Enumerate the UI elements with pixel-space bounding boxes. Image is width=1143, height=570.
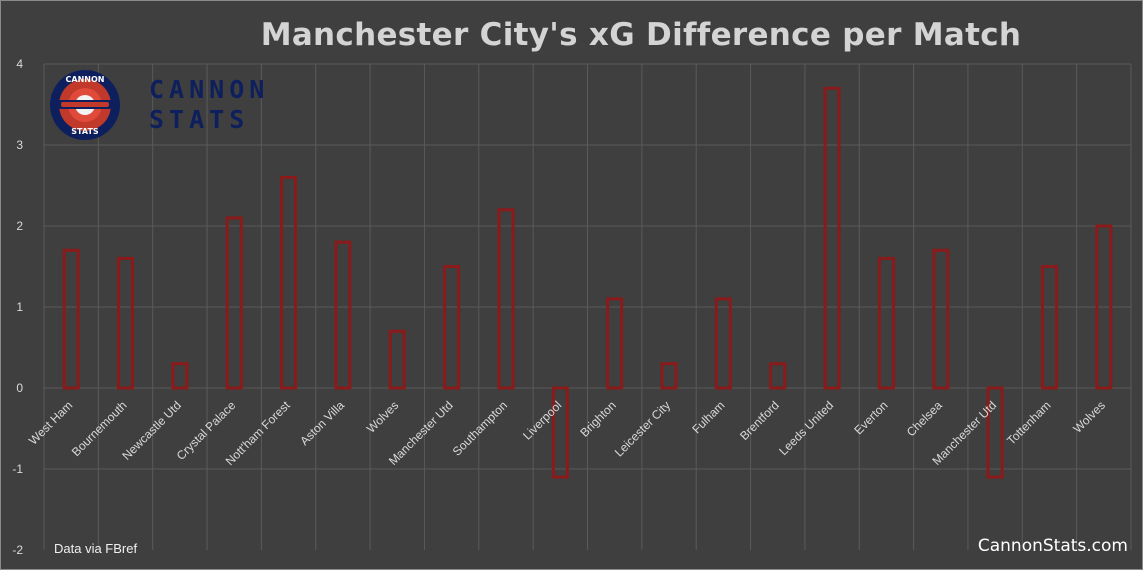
y-tick-label: -2: [12, 543, 23, 557]
x-tick-label: Bournemouth: [69, 398, 130, 459]
bar: [171, 362, 189, 390]
bar: [551, 386, 569, 479]
bar: [660, 362, 678, 390]
cannon-badge-icon: CANNON STATS: [50, 70, 120, 140]
bar: [225, 216, 243, 390]
x-tick-label: Everton: [851, 398, 890, 437]
bar: [823, 86, 841, 390]
x-tick-label: Leicester City: [612, 398, 673, 459]
bar: [714, 297, 732, 390]
source-note: Data via FBref: [54, 541, 138, 556]
svg-text:CANNON: CANNON: [66, 75, 105, 84]
bar: [606, 297, 624, 390]
bar: [443, 265, 461, 390]
bar: [117, 256, 135, 390]
bar: [1095, 224, 1113, 390]
site-credit: CannonStats.com: [977, 536, 1128, 556]
bar: [62, 248, 80, 390]
y-tick-label: 0: [16, 381, 23, 395]
x-tick-label: Tottenham: [1004, 398, 1054, 448]
x-tick-label: Fulham: [689, 398, 727, 436]
x-tick-label: Chelsea: [904, 398, 945, 439]
bar: [877, 256, 895, 390]
bar: [932, 248, 950, 390]
x-tick-label: Leeds United: [776, 398, 836, 458]
chart-title: Manchester City's xG Difference per Matc…: [260, 17, 1022, 53]
logo-wordmark-line2: STATS: [149, 105, 250, 134]
bar: [986, 386, 1004, 479]
x-tick-label: Southampton: [450, 398, 510, 458]
bar: [280, 175, 298, 390]
y-tick-label: -1: [12, 462, 23, 476]
x-tick-label: Wolves: [1070, 398, 1108, 436]
bar: [769, 362, 787, 390]
svg-text:STATS: STATS: [71, 127, 99, 136]
y-tick-label: 2: [16, 219, 23, 233]
y-tick-label: 1: [16, 300, 23, 314]
x-tick-label: Aston Villa: [297, 398, 347, 448]
x-tick-label: Brighton: [577, 398, 619, 440]
bar: [334, 240, 352, 390]
x-tick-label: Wolves: [364, 398, 402, 436]
x-tick-label: West Ham: [26, 398, 75, 447]
bar: [388, 329, 406, 390]
bar: [497, 208, 515, 390]
x-tick-label: Brentford: [737, 398, 782, 443]
x-tick-label: Liverpool: [520, 398, 564, 442]
logo-wordmark-line1: CANNON: [149, 75, 270, 104]
y-tick-label: 3: [16, 138, 23, 152]
cannon-stats-logo: CANNON STATS CANNON STATS: [49, 69, 289, 141]
y-tick-label: 4: [16, 57, 23, 71]
bar: [1040, 265, 1058, 390]
